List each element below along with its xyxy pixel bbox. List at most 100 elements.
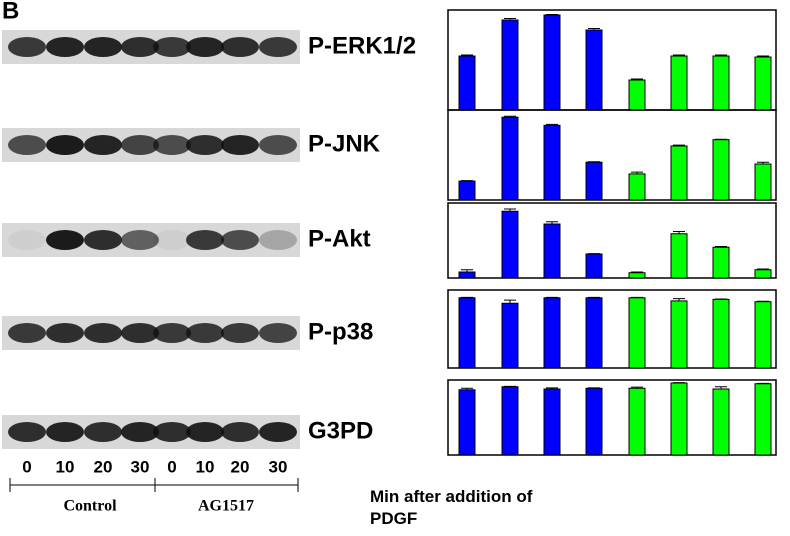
bar xyxy=(670,55,688,111)
error-bar xyxy=(504,115,516,118)
bar xyxy=(754,383,772,456)
bar xyxy=(458,271,476,279)
bar xyxy=(628,387,646,456)
blot-band xyxy=(259,323,297,343)
bar xyxy=(458,180,476,201)
bar xyxy=(501,116,519,201)
x-axis-label: Min after addition of PDGF xyxy=(370,487,533,528)
bar xyxy=(543,124,561,201)
blot-label: P-p38 xyxy=(308,318,373,345)
bar xyxy=(501,302,519,369)
error-bar xyxy=(546,221,558,224)
error-bar xyxy=(757,268,769,270)
error-bar xyxy=(461,54,473,56)
bar xyxy=(628,79,646,111)
bar xyxy=(543,223,561,279)
blot-band xyxy=(221,230,259,250)
blot-label: P-ERK1/2 xyxy=(308,32,416,59)
blot-band xyxy=(153,422,191,442)
blot-label: P-JNK xyxy=(308,130,381,157)
bar xyxy=(628,272,646,279)
bar xyxy=(670,382,688,456)
blot-band xyxy=(46,230,84,250)
blot-band xyxy=(8,422,46,442)
error-bar xyxy=(631,78,643,80)
blot-band xyxy=(153,230,191,250)
lane-label: 10 xyxy=(56,457,75,476)
blot-band xyxy=(84,135,122,155)
bar xyxy=(754,163,772,201)
bar xyxy=(501,210,519,279)
lane-label: 20 xyxy=(231,457,250,476)
bar xyxy=(670,233,688,279)
error-bar xyxy=(673,298,685,301)
group-label: Control xyxy=(63,498,117,515)
blot-band xyxy=(221,135,259,155)
error-bar xyxy=(631,386,643,389)
bar xyxy=(585,29,603,111)
blot-label: G3PD xyxy=(308,417,373,444)
blot-band xyxy=(8,323,46,343)
plot-frame xyxy=(447,379,777,456)
bar xyxy=(501,386,519,456)
bar xyxy=(543,388,561,456)
plot-frame xyxy=(447,202,777,279)
blot-band xyxy=(221,37,259,57)
error-bar xyxy=(504,18,516,20)
group-label: AG1517 xyxy=(198,498,254,515)
plot-frame xyxy=(447,109,777,201)
blot-band xyxy=(186,135,224,155)
error-bar xyxy=(631,171,643,174)
lane-label: 10 xyxy=(196,457,215,476)
error-bar xyxy=(546,387,558,389)
panel-label: B xyxy=(2,0,19,24)
bar xyxy=(712,388,730,456)
bar xyxy=(585,387,603,456)
bar xyxy=(543,297,561,369)
error-bar xyxy=(673,144,685,146)
error-bar xyxy=(757,161,769,164)
plot-frame xyxy=(447,289,777,369)
blot-band xyxy=(84,230,122,250)
blot-band xyxy=(121,323,159,343)
bar xyxy=(458,297,476,369)
blot-band xyxy=(84,323,122,343)
blot-band xyxy=(221,323,259,343)
blot-band xyxy=(186,422,224,442)
bar xyxy=(628,297,646,369)
lane-label: 0 xyxy=(167,457,176,476)
error-bar xyxy=(715,386,727,389)
bar xyxy=(754,301,772,369)
blot-band xyxy=(84,422,122,442)
bar xyxy=(670,145,688,201)
lane-label: 20 xyxy=(94,457,113,476)
error-bar xyxy=(546,14,558,15)
blot-band xyxy=(46,422,84,442)
blot-band xyxy=(153,323,191,343)
lane-label: 0 xyxy=(22,457,31,476)
bar xyxy=(670,300,688,369)
blot-band xyxy=(46,37,84,57)
bar xyxy=(501,19,519,111)
blot-band xyxy=(153,135,191,155)
error-bar xyxy=(461,269,473,272)
bar xyxy=(712,55,730,111)
blot-band xyxy=(259,422,297,442)
error-bar xyxy=(757,55,769,57)
bar xyxy=(754,269,772,279)
bar xyxy=(628,173,646,201)
error-bar xyxy=(546,123,558,126)
blot-band xyxy=(259,230,297,250)
bar xyxy=(458,55,476,111)
error-bar xyxy=(673,231,685,234)
blot-band xyxy=(186,323,224,343)
blot-band xyxy=(84,37,122,57)
blot-band xyxy=(121,37,159,57)
blot-band xyxy=(121,422,159,442)
error-bar xyxy=(715,246,727,248)
blot-band xyxy=(8,135,46,155)
bar xyxy=(712,139,730,201)
blot-band xyxy=(259,135,297,155)
